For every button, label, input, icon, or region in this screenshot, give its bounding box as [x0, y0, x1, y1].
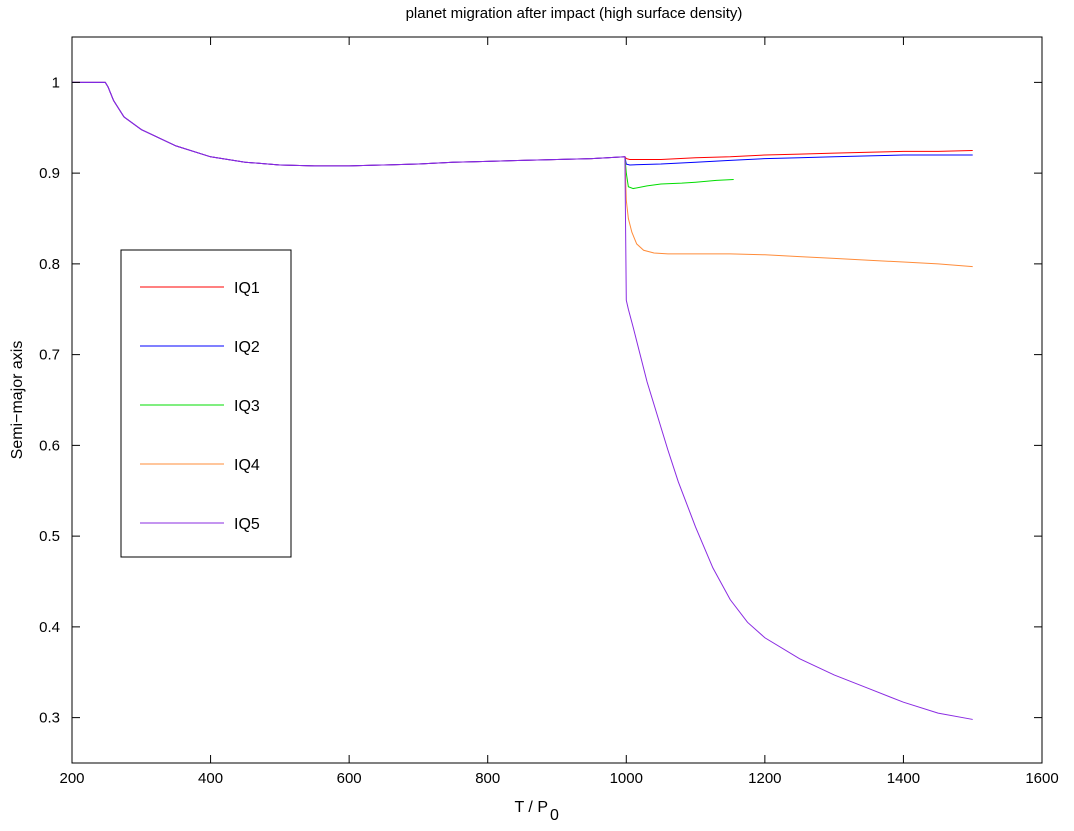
x-tick-label: 1200 [748, 770, 781, 787]
y-tick-label: 0.4 [39, 619, 60, 636]
y-tick-label: 0.9 [39, 165, 60, 182]
x-tick-label: 400 [198, 770, 223, 787]
legend-label-iq2: IQ2 [234, 339, 260, 356]
y-tick-label: 0.6 [39, 437, 60, 454]
series-line-iq4 [624, 156, 973, 268]
legend-label-iq5: IQ5 [234, 516, 260, 533]
x-tick-label: 1000 [610, 770, 643, 787]
chart-title: planet migration after impact (high surf… [406, 5, 743, 22]
legend-box [120, 249, 292, 558]
legend-label-iq4: IQ4 [234, 457, 260, 474]
x-tick-label: 200 [59, 770, 84, 787]
y-tick-label: 0.5 [39, 528, 60, 545]
y-axis-label: Semi−major axis [9, 341, 26, 460]
x-tick-label: 800 [475, 770, 500, 787]
y-tick-label: 0.3 [39, 710, 60, 727]
y-tick-label: 0.8 [39, 256, 60, 273]
series-layer [72, 81, 973, 720]
ticks-layer: 200 400 600 800 1000 1200 1400 1600 0.3 0.4 0.5 0.6… [39, 37, 1059, 787]
x-axis-label: T / P [515, 799, 549, 816]
legend-items: IQ1 IQ2 IQ3 IQ4 IQ5 [140, 280, 260, 533]
x-axis-label-subscript: 0 [550, 807, 559, 824]
legend-label-iq3: IQ3 [234, 398, 260, 415]
x-tick-label: 600 [337, 770, 362, 787]
x-tick-label: 1400 [887, 770, 920, 787]
y-tick-label: 1 [52, 74, 60, 91]
y-tick-label: 0.7 [39, 347, 60, 364]
series-line-iq3 [624, 156, 734, 190]
series-line-iq5 [72, 81, 973, 720]
legend-label-iq1: IQ1 [234, 280, 260, 297]
legend: IQ1 IQ2 IQ3 IQ4 IQ5 [120, 249, 292, 558]
x-tick-label: 1600 [1025, 770, 1058, 787]
